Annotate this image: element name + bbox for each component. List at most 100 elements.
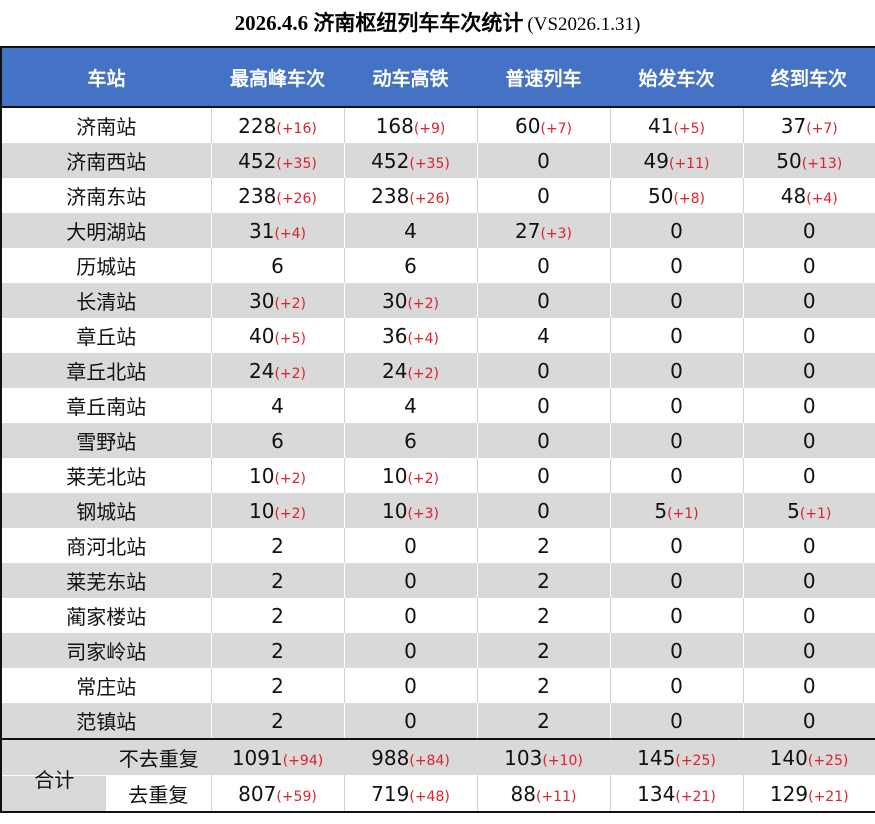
cell-value: 0 (802, 428, 816, 453)
cell-value: 30 (248, 288, 275, 313)
table-cell: 2 (211, 668, 345, 703)
cell-value: 0 (802, 673, 816, 698)
table-cell: 0 (477, 248, 611, 283)
cell-value: 2 (537, 568, 550, 593)
table-cell: 37(+7) (743, 107, 875, 143)
table-cell: 0 (743, 633, 875, 668)
cell-delta: (+1) (667, 505, 699, 522)
cell-value: 719 (371, 781, 410, 806)
table-cell: 4 (477, 318, 611, 353)
table-cell: 0 (477, 143, 611, 178)
totals-row: 合计 不去重复 1091(+94) 988(+84) 103(+10) 145(+25) 1… (1, 738, 875, 792)
table-cell: 0 (743, 668, 875, 703)
table-cell: 10(+2) (211, 493, 345, 528)
cell-value: 0 (404, 533, 417, 558)
cell-delta: (+4) (407, 330, 439, 347)
cell-delta: (+5) (274, 330, 306, 347)
cell-value: 2 (271, 568, 284, 593)
table-cell: 0 (344, 528, 478, 563)
cell-delta: (+16) (276, 120, 317, 137)
cell-value: 49 (643, 148, 669, 173)
column-header: 动车高铁 (344, 47, 477, 108)
station-name: 章丘南站 (1, 388, 212, 423)
station-name: 商河北站 (1, 528, 212, 563)
cell-delta: (+2) (274, 505, 306, 522)
table-cell: 48(+4) (743, 178, 875, 213)
table-cell: 40(+5) (211, 318, 345, 353)
cell-value: 4 (404, 218, 417, 243)
table-cell: 6 (344, 248, 478, 283)
table-cell: 50(+13) (743, 143, 875, 178)
table-row: 济南东站 238(+26) 238(+26) 0 50(+8) 48(+4) (1, 178, 875, 213)
cell-value: 2 (537, 603, 550, 628)
cell-delta: (+2) (274, 470, 306, 487)
cell-value: 0 (802, 218, 816, 243)
station-name: 常庄站 (1, 668, 212, 703)
table-cell: 0 (344, 598, 478, 633)
cell-value: 0 (670, 708, 683, 733)
cell-value: 10 (381, 463, 408, 488)
table-cell: 0 (477, 283, 611, 318)
column-header: 始发车次 (610, 47, 743, 108)
table-cell: 0 (610, 563, 744, 598)
cell-value: 0 (537, 428, 550, 453)
cell-value: 0 (802, 463, 816, 488)
cell-value: 0 (802, 253, 816, 278)
table-cell: 0 (743, 458, 875, 493)
cell-delta: (+4) (806, 190, 838, 207)
table-cell: 0 (610, 598, 744, 633)
table-totals: 合计 不去重复 1091(+94) 988(+84) 103(+10) 145(+25) 1… (1, 738, 875, 812)
table-cell: 0 (743, 213, 875, 248)
cell-value: 10 (248, 463, 275, 488)
table-cell: 0 (610, 213, 744, 248)
cell-delta: (+59) (276, 788, 317, 805)
table-row: 济南站 228(+16) 168(+9) 60(+7) 41(+5) 37(+7) (1, 107, 875, 143)
cell-value: 0 (404, 603, 417, 628)
table-cell: 2 (477, 598, 611, 633)
cell-value: 238 (371, 183, 410, 208)
table-cell: 27(+3) (477, 213, 611, 248)
cell-value: 88 (510, 781, 536, 806)
cell-value: 0 (670, 218, 683, 243)
table-cell: 0 (743, 598, 875, 633)
table-cell: 30(+2) (211, 283, 345, 318)
cell-value: 2 (271, 603, 284, 628)
table-cell: 0 (344, 703, 478, 739)
cell-value: 0 (537, 498, 550, 523)
cell-value: 0 (670, 323, 683, 348)
cell-value: 0 (404, 638, 417, 663)
station-name: 蔺家楼站 (1, 598, 212, 633)
table-row: 济南西站 452(+35) 452(+35) 0 49(+11) 50(+13) (1, 143, 875, 178)
cell-value: 2 (271, 638, 284, 663)
cell-delta: (+2) (407, 295, 439, 312)
table-cell: 0 (610, 423, 744, 458)
cell-value: 24 (248, 358, 275, 383)
table-cell: 0 (344, 633, 478, 668)
cell-delta: (+21) (808, 788, 849, 805)
table-cell: 0 (477, 178, 611, 213)
cell-delta: (+11) (668, 155, 710, 172)
cell-value: 103 (504, 745, 543, 770)
cell-value: 2 (537, 533, 550, 558)
cell-value: 238 (238, 183, 277, 208)
table-row: 莱芜东站 2 0 2 0 0 (1, 563, 875, 598)
station-name: 长清站 (1, 283, 212, 318)
cell-delta: (+9) (413, 120, 446, 137)
table-row: 章丘南站 4 4 0 0 0 (1, 388, 875, 423)
cell-delta: (+26) (409, 190, 450, 207)
table-cell: 60(+7) (477, 107, 611, 143)
totals-cell: 103(+10) (477, 738, 610, 776)
cell-delta: (+4) (274, 225, 306, 242)
table-cell: 0 (477, 493, 611, 528)
table-header: 车站 最高峰车次 动车高铁 普速列车 始发车次 终到车次 (1, 47, 875, 108)
table-row: 大明湖站 31(+4) 4 27(+3) 0 0 (1, 213, 875, 248)
table-cell: 24(+2) (211, 353, 345, 388)
cell-value: 452 (371, 148, 410, 173)
cell-value: 0 (537, 183, 550, 208)
cell-value: 0 (802, 603, 816, 628)
table-cell: 0 (610, 388, 744, 423)
cell-value: 4 (271, 393, 284, 418)
table-row: 长清站 30(+2) 30(+2) 0 0 0 (1, 283, 875, 318)
table-cell: 0 (610, 248, 744, 283)
table-row: 司家岭站 2 0 2 0 0 (1, 633, 875, 668)
